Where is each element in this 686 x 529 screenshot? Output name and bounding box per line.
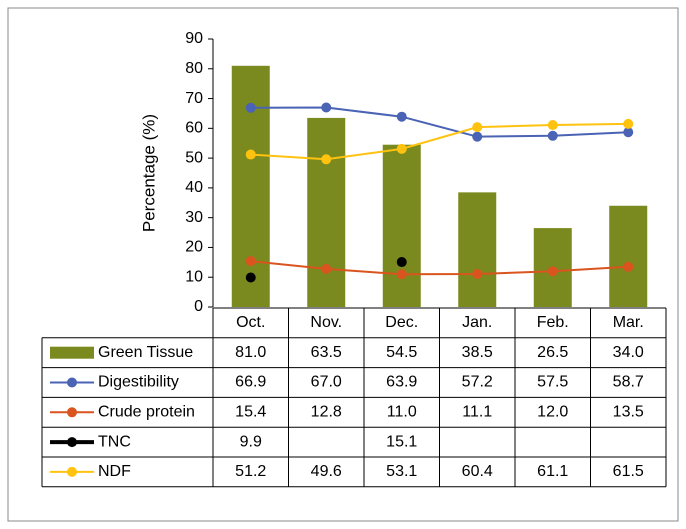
table-value: 63.9 (386, 374, 417, 391)
table-value: 63.5 (311, 344, 342, 361)
point (547, 266, 558, 277)
table-value: 60.4 (462, 463, 493, 480)
point (623, 127, 634, 138)
table-value: 15.1 (386, 433, 417, 450)
bar (382, 144, 421, 307)
point (396, 269, 407, 280)
x-tick-label: Dec. (385, 314, 418, 331)
legend-marker (67, 407, 77, 418)
x-tick-label: Nov. (310, 314, 342, 331)
table-value: 38.5 (462, 344, 493, 361)
point (623, 118, 634, 129)
table-value: 11.0 (387, 404, 417, 421)
point (245, 272, 256, 283)
legend-marker (67, 466, 77, 477)
point (472, 131, 483, 142)
y-tick-label: 30 (185, 209, 203, 226)
point (396, 111, 407, 122)
y-tick-label: 40 (185, 179, 203, 196)
table-value: 11.1 (462, 404, 492, 421)
y-axis-label: Percentage (%) (139, 114, 158, 232)
legend-label: Crude protein (98, 404, 195, 421)
point (547, 120, 558, 131)
point (396, 143, 407, 154)
table-value: 26.5 (537, 344, 568, 361)
legend-label: TNC (98, 433, 131, 450)
table-value: 15.4 (235, 404, 266, 421)
point (321, 154, 332, 165)
point (623, 261, 634, 272)
legend-marker (67, 377, 77, 388)
point (245, 256, 256, 267)
point (245, 149, 256, 160)
y-tick-label: 50 (185, 149, 203, 166)
table-value: 66.9 (235, 374, 266, 391)
x-tick-label: Feb. (537, 314, 569, 331)
bar (458, 192, 497, 307)
legend-label: Digestibility (98, 374, 179, 391)
table-value: 12.0 (537, 404, 568, 421)
table-value: 49.6 (311, 463, 342, 480)
legend-label: NDF (98, 463, 131, 480)
x-tick-label: Jan. (462, 314, 492, 331)
x-tick-label: Mar. (613, 314, 644, 331)
y-tick-label: 0 (194, 298, 203, 315)
table-value: 34.0 (613, 344, 644, 361)
y-tick-label: 90 (185, 30, 203, 47)
point (472, 268, 483, 279)
point (472, 122, 483, 133)
point (321, 263, 332, 274)
y-tick-label: 60 (185, 120, 203, 137)
x-tick-label: Oct. (236, 314, 265, 331)
y-tick-label: 70 (185, 90, 203, 107)
line (250, 122, 629, 161)
y-tick-label: 10 (185, 268, 203, 285)
table-value: 57.5 (537, 374, 568, 391)
bar (609, 205, 648, 307)
table-value: 53.1 (386, 463, 417, 480)
table-value: 61.5 (613, 463, 644, 480)
point (321, 102, 332, 113)
table-value: 67.0 (311, 374, 342, 391)
table-value: 58.7 (613, 374, 644, 391)
table-value: 9.9 (240, 433, 262, 450)
point (547, 130, 558, 141)
y-tick-label: 20 (185, 239, 203, 256)
table-value: 57.2 (462, 374, 493, 391)
point (396, 257, 407, 268)
table-value: 81.0 (235, 344, 266, 361)
line (250, 260, 629, 276)
point (245, 102, 256, 113)
legend-swatch (50, 346, 94, 359)
bar (231, 65, 270, 307)
table-value: 12.8 (311, 404, 342, 421)
legend-marker (67, 437, 77, 448)
bar (307, 117, 346, 308)
line (250, 106, 629, 138)
table-value: 13.5 (613, 404, 644, 421)
table-value: 51.2 (235, 463, 266, 480)
legend-label: Green Tissue (98, 344, 193, 361)
table-value: 61.1 (537, 463, 568, 480)
y-tick-label: 80 (185, 60, 203, 77)
table-value: 54.5 (386, 344, 417, 361)
